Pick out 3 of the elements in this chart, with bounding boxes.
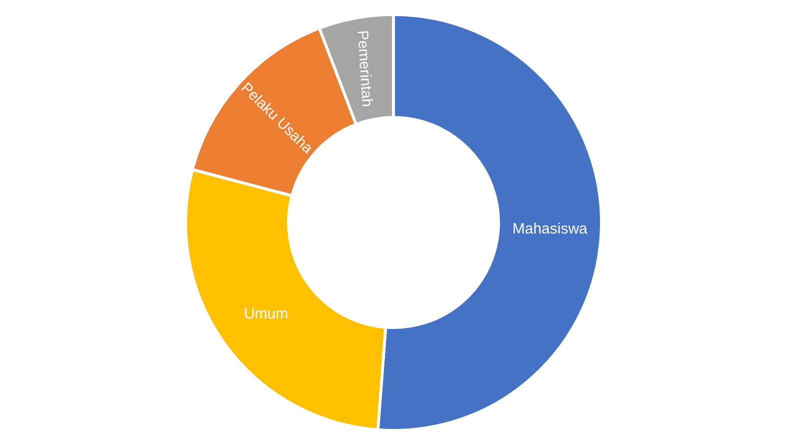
slice-label: Mahasiswa (512, 220, 588, 238)
slice-label: Umum (244, 305, 288, 322)
slice-label: Pemerintah (354, 30, 376, 108)
